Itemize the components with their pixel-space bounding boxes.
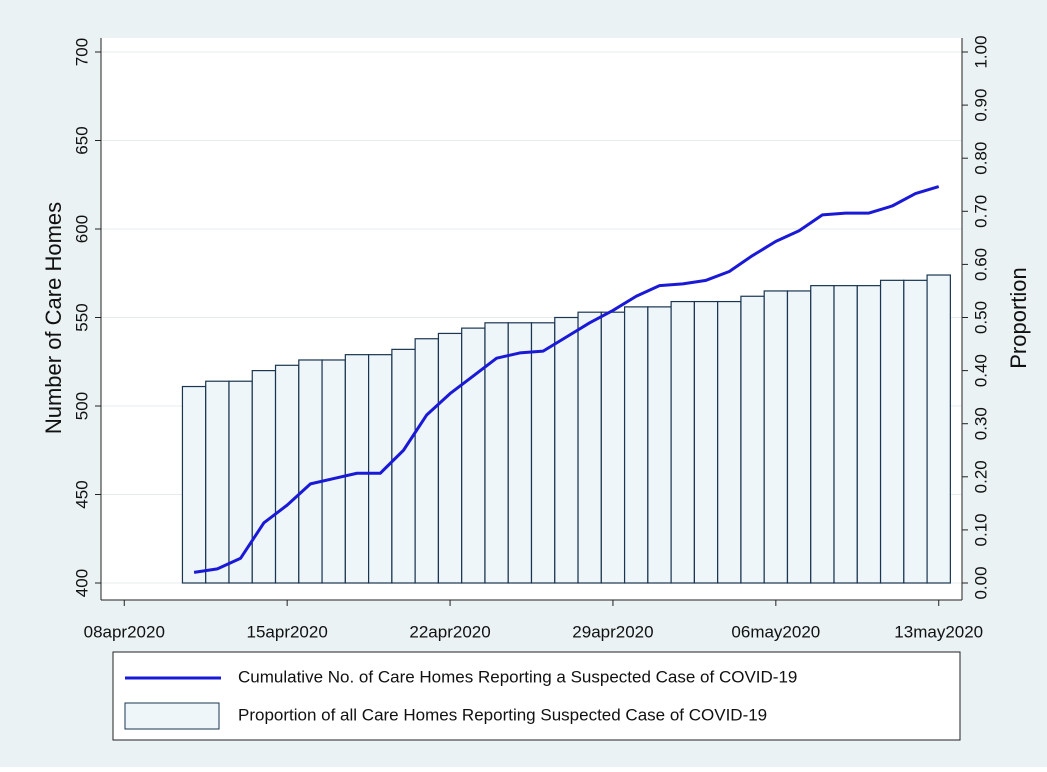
bar (600, 311, 626, 584)
y2-tick-label: 0.30 (971, 407, 990, 440)
x-tick-label: 29apr2020 (572, 622, 653, 641)
legend-box (112, 651, 961, 741)
bar (786, 290, 812, 584)
x-tick-label: 06may2020 (731, 622, 820, 641)
bar (647, 306, 672, 584)
y2-tick-label: 0.10 (971, 513, 990, 546)
y-tick-label: 600 (72, 215, 91, 243)
bar (368, 354, 393, 584)
y2-tick-label: 0.70 (971, 195, 990, 228)
bar (181, 385, 207, 584)
bar (461, 327, 486, 584)
bar (228, 380, 253, 584)
y2-tick-label: 0.20 (971, 460, 990, 493)
bar (251, 370, 277, 584)
x-tick-label: 22apr2020 (409, 622, 490, 641)
y2-tick-label: 1.00 (971, 35, 990, 68)
bar (833, 285, 858, 584)
bar (530, 322, 556, 584)
bar (740, 295, 765, 584)
y2-tick-label: 0.80 (971, 142, 990, 175)
bar (577, 311, 602, 584)
legend-label: Proportion of all Care Homes Reporting S… (238, 705, 767, 724)
bar (879, 279, 905, 584)
bar (763, 290, 789, 584)
x-tick-label: 08apr2020 (84, 622, 165, 641)
bar (926, 274, 951, 584)
bar (623, 306, 649, 584)
y2-tick-label: 0.40 (971, 354, 990, 387)
y-tick-label: 500 (72, 392, 91, 420)
y-tick-label: 550 (72, 303, 91, 331)
bar (298, 359, 323, 584)
bar (507, 322, 533, 584)
bar (344, 354, 370, 584)
bar (903, 279, 928, 584)
bar (484, 322, 509, 584)
y2-axis-title: Proportion (1006, 267, 1031, 369)
line (193, 185, 940, 574)
y-tick-label: 400 (72, 569, 91, 597)
bar (856, 285, 882, 584)
bar (274, 364, 300, 584)
bar (437, 332, 463, 584)
bar (717, 300, 742, 584)
legend-swatch (124, 702, 220, 730)
legend-label: Cumulative No. of Care Homes Reporting a… (238, 667, 797, 686)
bar (693, 300, 719, 584)
x-tick-label: 15apr2020 (247, 622, 328, 641)
bar (810, 285, 835, 584)
bar (554, 316, 579, 584)
bar (321, 359, 346, 584)
y-axis-title: Number of Care Homes (41, 202, 66, 434)
bar (414, 338, 440, 584)
y-tick-label: 650 (72, 126, 91, 154)
y2-tick-label: 0.90 (971, 89, 990, 122)
bar (670, 300, 695, 584)
y-tick-label: 450 (72, 480, 91, 508)
y2-tick-label: 0.60 (971, 248, 990, 281)
x-tick-label: 13may2020 (894, 622, 983, 641)
y-tick-label: 700 (72, 38, 91, 66)
y2-tick-label: 0.50 (971, 301, 990, 334)
bar (391, 348, 416, 584)
y2-tick-label: 0.00 (971, 566, 990, 599)
bar (205, 380, 230, 584)
